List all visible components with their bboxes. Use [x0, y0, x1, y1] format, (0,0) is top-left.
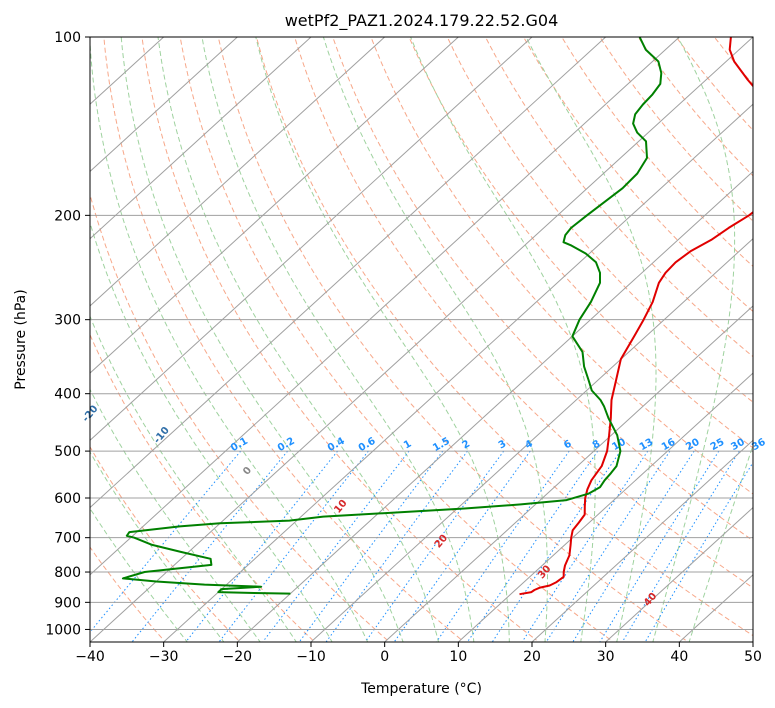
mixing-ratio-line: [467, 450, 599, 642]
mixing-ratio-line: [325, 450, 468, 642]
x-axis: −40 −30 −20 −10 0 10 20 30 40 50: [75, 642, 762, 665]
dry-adiabat-line: [561, 37, 753, 267]
y-axis-label: Pressure (hPa): [13, 289, 29, 389]
x-tick-label: −20: [223, 649, 253, 665]
mixing-ratio-label: 4: [523, 438, 535, 451]
x-tick-label: 30: [597, 649, 615, 665]
isotherm-line: [90, 37, 533, 442]
mixing-ratio-label: 6: [562, 438, 574, 451]
mixing-ratio-line: [218, 450, 369, 642]
isotherm-line: [90, 37, 680, 576]
mixing-ratio-line: [298, 450, 444, 642]
isotherm-line: [90, 37, 386, 307]
y-tick-label: 800: [54, 565, 81, 581]
plot-frame: [89, 36, 754, 643]
moist-adiabat-line: [525, 37, 657, 642]
y-tick-label: 900: [54, 595, 81, 611]
mixing-ratio-line: [90, 450, 242, 633]
isotherm-line: [457, 372, 753, 642]
moist-adiabat-line: [157, 37, 440, 642]
dry-adiabat-line: [408, 37, 753, 449]
dry-adiabat-line: [484, 37, 753, 358]
temperature-line: [519, 37, 753, 596]
moist-adiabat-line: [652, 37, 736, 642]
mixing-ratio-label: 1: [402, 438, 414, 451]
moist-adiabat-line: [90, 37, 369, 642]
x-tick-label: 0: [380, 649, 389, 665]
dry-adiabat-line: [637, 37, 753, 177]
moist-adiabat-line: [120, 37, 404, 642]
isotherm-line: [384, 305, 753, 642]
x-axis-label: Temperature (°C): [360, 681, 482, 697]
isotherm-line: [236, 170, 753, 642]
dry-adiabat-line: [446, 37, 753, 403]
moist-adiabat-line: [255, 37, 510, 642]
isotherm-line: [90, 37, 459, 374]
mixing-ratio-label: 3: [497, 438, 509, 451]
isotherm-line: [531, 439, 753, 642]
x-tick-label: −30: [149, 649, 179, 665]
y-tick-label: 1000: [45, 622, 81, 638]
x-tick-label: 10: [449, 649, 467, 665]
mixing-ratio-line: [185, 450, 338, 642]
moist-adiabat-line: [201, 37, 475, 642]
isotherm-line: [90, 37, 607, 509]
y-tick-label: 500: [54, 444, 81, 460]
y-tick-label: 100: [54, 30, 81, 46]
mixing-ratio-label: 2: [461, 438, 473, 451]
isotherm-line: [90, 37, 238, 173]
x-tick-label: 50: [744, 649, 762, 665]
dry-adiabat-line: [179, 37, 612, 641]
dry-adiabat-line: [90, 192, 388, 641]
dry-adiabat-line: [217, 37, 686, 641]
mixing-ratio-line: [435, 450, 570, 642]
dry-adiabat-line: [523, 37, 753, 313]
y-axis: 1000 900 800 700 600 500 400 300 200 100: [45, 30, 90, 638]
mixing-ratio-label: 8: [591, 438, 603, 451]
isotherm-line: [163, 103, 753, 642]
x-tick-label: 20: [523, 649, 541, 665]
chart-title: wetPf2_PAZ1.2024.179.22.52.G04: [285, 11, 559, 31]
dewpoint-line: [121, 37, 663, 595]
y-tick-label: 200: [54, 208, 81, 224]
isotherm-line: [90, 37, 312, 240]
series-layer: [121, 37, 753, 596]
x-tick-label: 40: [670, 649, 688, 665]
dry-adiabat-line: [294, 37, 753, 589]
moist-adiabat-line: [322, 37, 548, 642]
background-curves: [90, 37, 753, 642]
dry-adiabat-line: [255, 37, 753, 637]
y-tick-label: 700: [54, 531, 81, 547]
y-tick-label: 400: [54, 387, 81, 403]
isotherm-line: [310, 237, 753, 642]
mixing-ratio-line: [521, 450, 649, 642]
mixing-ratio-line: [621, 450, 740, 642]
y-tick-label: 300: [54, 313, 81, 329]
mixing-ratio-line: [599, 450, 720, 642]
moist-adiabat-line: [688, 443, 753, 642]
isotherm-line: [605, 506, 753, 642]
x-tick-label: −10: [296, 649, 326, 665]
mixing-ratio-line: [393, 450, 531, 642]
moist-adiabat-line: [90, 388, 261, 642]
y-tick-label: 600: [54, 491, 81, 507]
moist-adiabat-line: [90, 314, 297, 642]
x-tick-label: −40: [75, 649, 105, 665]
moist-adiabat-line: [90, 220, 333, 642]
